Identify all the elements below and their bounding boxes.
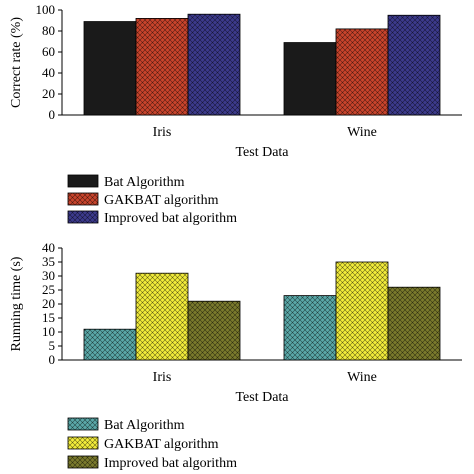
y-tick-label: 40 (42, 65, 55, 80)
x-category-label: Iris (153, 125, 172, 140)
x-category-label: Wine (347, 370, 377, 385)
legend-label: GAKBAT algorithm (104, 193, 219, 208)
y-tick-label: 40 (42, 240, 55, 255)
y-tick-label: 20 (42, 86, 55, 101)
y-tick-label: 0 (49, 107, 56, 122)
y-tick-label: 0 (49, 352, 56, 367)
y-tick-label: 100 (36, 2, 56, 17)
bar-iris-3 (187, 13, 241, 116)
legend-label: Bat Algorithm (104, 418, 185, 433)
bar-iris-3 (187, 300, 241, 361)
bar-iris-2 (135, 17, 189, 116)
y-tick-label: 30 (42, 268, 55, 283)
bar-wine-2 (335, 28, 389, 116)
legend: Bat Algorithm GAKBAT algorithm Improved ba… (67, 174, 237, 226)
legend: Bat Algorithm GAKBAT algorithm Improved ba… (67, 417, 237, 471)
x-axis-title: Test Data (235, 390, 289, 405)
bar-iris-1 (83, 21, 137, 116)
legend-label: GAKBAT algorithm (104, 437, 219, 452)
legend-swatch (67, 436, 99, 450)
bar-iris-1 (83, 328, 137, 361)
x-category-label: Iris (153, 370, 172, 385)
legend-swatch (67, 210, 99, 224)
legend-swatch (67, 174, 99, 188)
y-tick-label: 5 (49, 338, 56, 353)
y-tick-label: 20 (42, 296, 55, 311)
y-tick-label: 60 (42, 44, 55, 59)
bar-wine-3 (387, 14, 441, 116)
x-axis-title: Test Data (235, 145, 289, 160)
chart-1: 0 20 40 60 80 100 Correct rate (%) Iris Wine Test… (9, 2, 462, 226)
bar-wine-3 (387, 286, 441, 361)
y-tick-label: 10 (42, 324, 55, 339)
legend-swatch (67, 192, 99, 206)
legend-label: Improved bat algorithm (104, 456, 237, 471)
bar-wine-1 (283, 295, 337, 361)
y-tick-label: 35 (42, 254, 55, 269)
legend-label: Improved bat algorithm (104, 211, 237, 226)
y-axis-title: Running time (s) (9, 256, 24, 351)
legend-swatch (67, 455, 99, 469)
y-axis-title: Correct rate (%) (9, 17, 24, 108)
bar-wine-1 (283, 42, 337, 116)
x-category-label: Wine (347, 125, 377, 140)
y-tick-label: 80 (42, 23, 55, 38)
bar-wine-2 (335, 261, 389, 361)
y-tick-label: 25 (42, 282, 55, 297)
bar-iris-2 (135, 272, 189, 361)
legend-label: Bat Algorithm (104, 175, 185, 190)
y-tick-label: 15 (42, 310, 55, 325)
legend-swatch (67, 417, 99, 431)
